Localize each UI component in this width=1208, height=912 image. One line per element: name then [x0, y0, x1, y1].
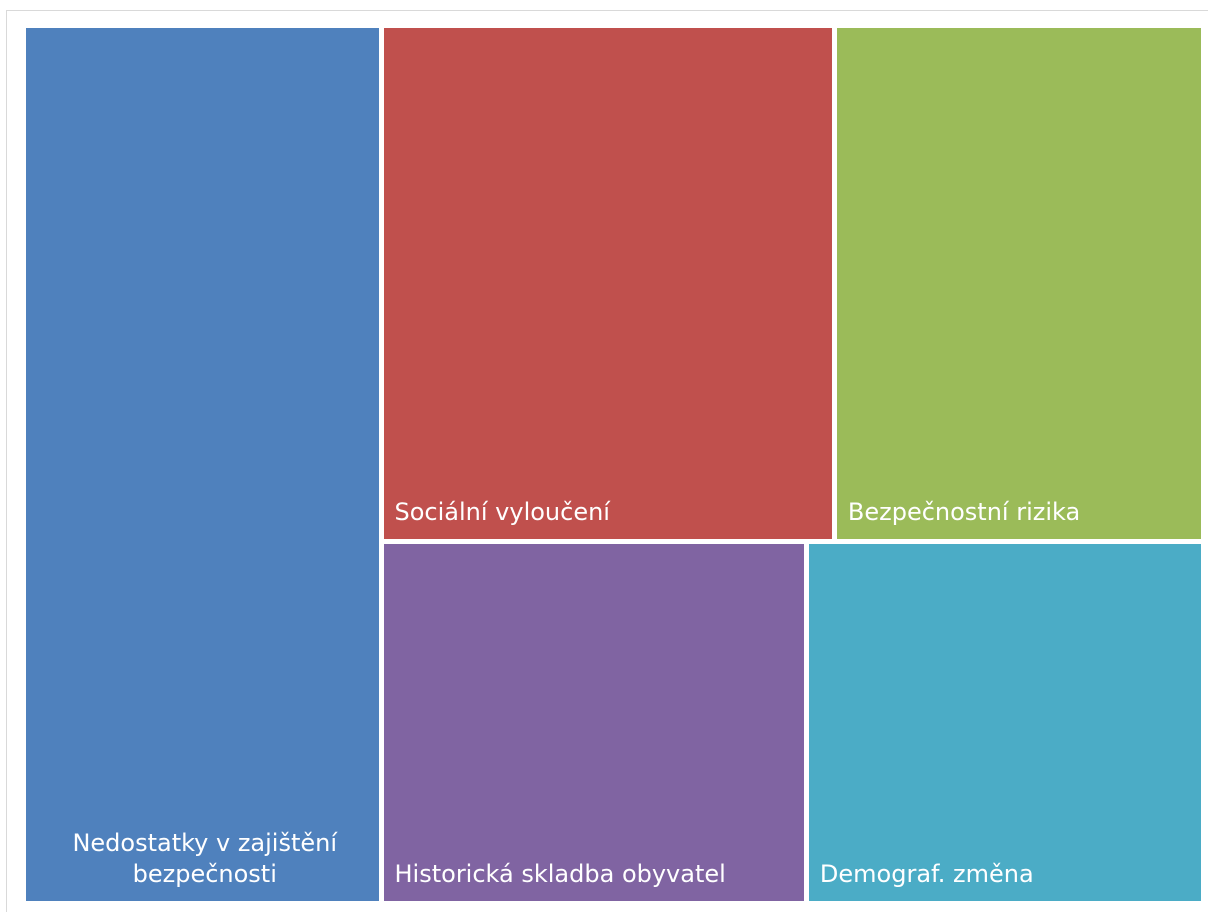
tile-label-socialni-vylouceni: Sociální vyloučení — [394, 498, 610, 527]
treemap-tile-demograf-zmena: Demograf. změna — [808, 544, 1201, 901]
treemap-tile-historicka-skladba: Historická skladba obyvatel — [383, 544, 804, 901]
treemap-tile-socialni-vylouceni: Sociální vyloučení — [383, 28, 832, 540]
treemap-tile-bezpecnostni-rizika: Bezpečnostní rizika — [836, 28, 1201, 540]
treemap-tile-nedostatky: Nedostatky v zajištění bezpečnosti — [26, 28, 379, 901]
tile-label-historicka-skladba: Historická skladba obyvatel — [394, 859, 726, 888]
tile-label-nedostatky: Nedostatky v zajištění bezpečnosti — [72, 829, 338, 888]
tile-label-bezpecnostni-rizika: Bezpečnostní rizika — [847, 498, 1081, 527]
tile-label-demograf-zmena: Demograf. změna — [819, 859, 1034, 888]
